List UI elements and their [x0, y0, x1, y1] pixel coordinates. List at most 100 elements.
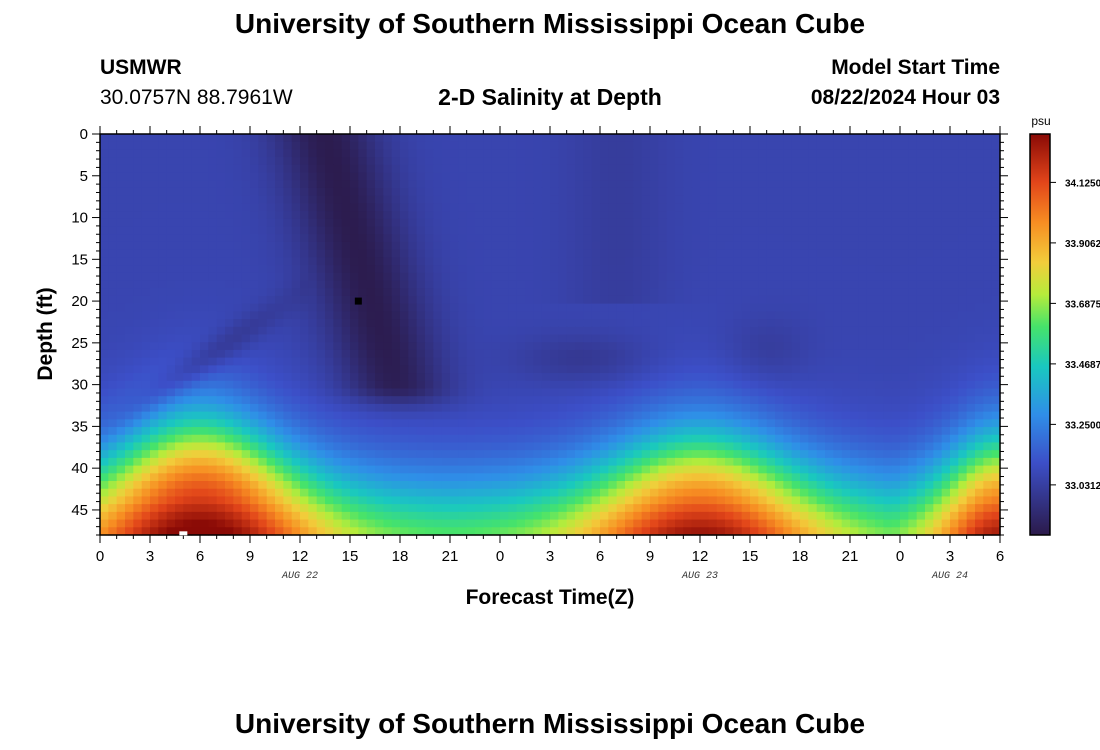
heatmap-cell [108, 218, 118, 228]
heatmap-cell [458, 342, 468, 351]
heatmap-cell [233, 396, 243, 405]
heatmap-cell [550, 272, 559, 282]
heatmap-cell [300, 180, 309, 189]
heatmap-cell [208, 334, 218, 343]
heatmap-cell [958, 265, 968, 274]
heatmap-cell [833, 419, 843, 428]
heatmap-cell [508, 373, 518, 382]
heatmap-cell [750, 164, 759, 174]
heatmap-cell [566, 172, 576, 181]
heatmap-cell [450, 334, 459, 343]
heatmap-cell [533, 257, 543, 266]
heatmap-cell [433, 380, 443, 390]
heatmap-cell [708, 334, 718, 343]
heatmap-cell [166, 380, 176, 390]
heatmap-cell [283, 457, 293, 467]
heatmap-cell [533, 473, 543, 482]
heatmap-cell [916, 349, 926, 359]
heatmap-cell [641, 403, 651, 413]
heatmap-cell [991, 303, 1001, 312]
heatmap-cell [550, 357, 559, 366]
heatmap-cell [241, 373, 251, 382]
heatmap-cell [125, 218, 134, 228]
heatmap-cell [900, 187, 909, 197]
heatmap-cell [983, 411, 993, 420]
heatmap-cell [750, 241, 759, 251]
heatmap-cell [233, 342, 243, 351]
heatmap-cell [516, 187, 526, 197]
heatmap-cell [366, 157, 376, 166]
heatmap-cell [466, 149, 476, 158]
heatmap-cell [225, 218, 234, 228]
heatmap-cell [325, 211, 334, 220]
heatmap-cell [433, 349, 443, 359]
heatmap-cell [525, 180, 534, 189]
heatmap-cell [958, 334, 968, 343]
heatmap-cell [475, 365, 484, 374]
heatmap-cell [258, 488, 268, 498]
heatmap-cell [825, 311, 834, 320]
heatmap-cell [716, 164, 726, 174]
heatmap-cell [150, 249, 159, 258]
heatmap-cell [975, 295, 984, 305]
heatmap-cell [625, 473, 634, 482]
heatmap-cell [475, 380, 484, 390]
heatmap-cell [616, 134, 626, 143]
heatmap-cell [858, 403, 868, 413]
heatmap-cell [433, 442, 443, 451]
heatmap-cell [408, 334, 418, 343]
heatmap-cell [508, 218, 518, 228]
heatmap-cell [108, 257, 118, 266]
heatmap-cell [416, 434, 426, 444]
heatmap-cell [558, 249, 568, 258]
heatmap-cell [916, 457, 926, 467]
heatmap-cell [475, 195, 484, 204]
heatmap-cell [750, 342, 759, 351]
heatmap-cell [125, 396, 134, 405]
heatmap-cell [266, 265, 276, 274]
heatmap-cell [358, 434, 368, 444]
heatmap-cell [950, 134, 959, 143]
heatmap-cell [950, 218, 959, 228]
heatmap-cell [558, 403, 568, 413]
heatmap-cell [583, 195, 593, 204]
heatmap-cell [158, 134, 168, 143]
heatmap-cell [616, 180, 626, 189]
heatmap-cell [708, 195, 718, 204]
heatmap-cell [808, 388, 818, 397]
heatmap-cell [783, 465, 793, 474]
heatmap-cell [475, 280, 484, 289]
heatmap-cell [841, 419, 851, 428]
heatmap-cell [250, 203, 259, 212]
heatmap-cell [733, 272, 743, 282]
heatmap-cell [841, 342, 851, 351]
heatmap-cell [716, 180, 726, 189]
heatmap-cell [958, 365, 968, 374]
heatmap-cell [491, 342, 501, 351]
heatmap-cell [325, 419, 334, 428]
heatmap-cell [966, 218, 976, 228]
heatmap-cell [841, 373, 851, 382]
heatmap-cell [400, 141, 409, 151]
heatmap-cell [483, 396, 493, 405]
heatmap-cell [183, 149, 193, 158]
heatmap-cell [700, 241, 709, 251]
heatmap-cell [125, 272, 134, 282]
heatmap-cell [758, 457, 768, 467]
heatmap-cell [608, 388, 618, 397]
heatmap-cell [116, 457, 126, 467]
heatmap-cell [625, 180, 634, 189]
heatmap-cell [508, 288, 518, 297]
heatmap-cell [683, 272, 693, 282]
heatmap-cell [116, 141, 126, 151]
heatmap-cell [225, 211, 234, 220]
heatmap-cell [575, 473, 584, 482]
heatmap-cell [583, 311, 593, 320]
heatmap-cell [525, 134, 534, 143]
heatmap-cell [425, 195, 434, 204]
heatmap-cell [658, 388, 668, 397]
heatmap-cell [641, 473, 651, 482]
heatmap-cell [658, 457, 668, 467]
heatmap-cell [175, 226, 184, 235]
heatmap-cell [133, 226, 143, 235]
